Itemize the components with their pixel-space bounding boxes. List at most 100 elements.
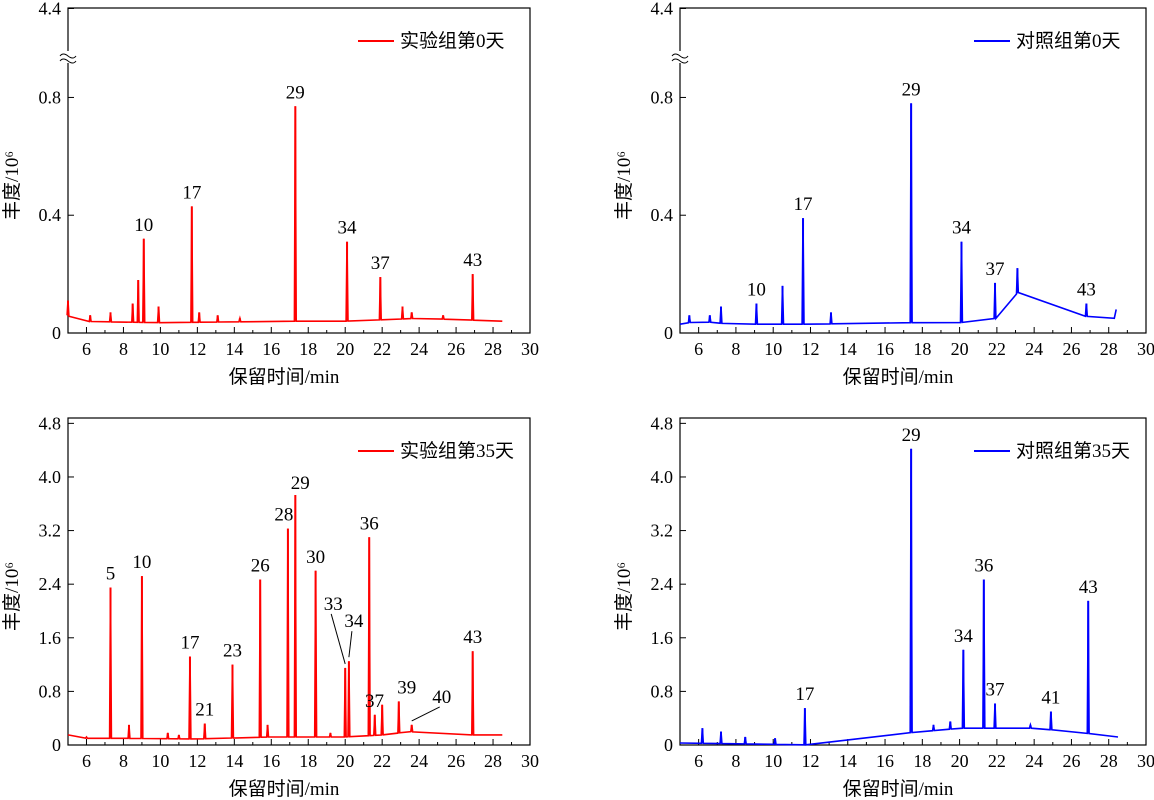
peak-label: 17 — [182, 182, 201, 203]
plot-frame — [67, 417, 531, 746]
x-tick-label: 30 — [521, 751, 539, 771]
peak-label: 23 — [223, 641, 242, 662]
x-tick-label: 22 — [988, 339, 1006, 359]
peak-label: 36 — [360, 513, 379, 534]
x-tick-label: 24 — [410, 339, 428, 359]
y-tick-label: 0 — [664, 323, 673, 343]
peak-label: 30 — [306, 547, 325, 568]
y-tick-label: 3.2 — [39, 521, 62, 541]
x-tick-label: 6 — [82, 751, 91, 771]
x-axis-label: 保留时间/min — [229, 778, 340, 800]
peak-label: 17 — [794, 194, 813, 215]
peak-label-leader — [348, 631, 353, 658]
x-tick-label: 20 — [951, 751, 969, 771]
peak-label: 10 — [132, 552, 151, 573]
peak-label: 10 — [134, 215, 153, 236]
x-tick-label: 18 — [913, 751, 931, 771]
y-axis-label: 丰度/10⁶ — [1, 151, 23, 220]
peak-label: 29 — [902, 79, 921, 100]
x-axis-label: 保留时间/min — [843, 778, 954, 800]
x-tick-label: 20 — [336, 339, 354, 359]
peak-label: 40 — [432, 687, 451, 708]
x-tick-label: 28 — [484, 339, 502, 359]
x-tick-label: 26 — [1062, 339, 1080, 359]
axis-break-icon — [59, 53, 77, 64]
x-tick-label: 10 — [151, 339, 169, 359]
y-tick-label: 4.0 — [651, 467, 674, 487]
x-tick-label: 26 — [447, 339, 465, 359]
peak-label: 37 — [986, 679, 1005, 700]
x-tick-label: 24 — [1025, 339, 1043, 359]
x-tick-label: 16 — [876, 339, 894, 359]
peak-label: 34 — [952, 218, 972, 239]
legend-label: 实验组第0天 — [400, 30, 505, 52]
y-tick-label: 0 — [52, 735, 61, 755]
peak-label: 34 — [954, 626, 974, 647]
y-tick-label: 2.4 — [39, 574, 62, 594]
x-tick-label: 18 — [299, 339, 317, 359]
y-tick-label: 0 — [52, 323, 61, 343]
peak-label: 5 — [106, 564, 116, 585]
x-tick-label: 6 — [694, 751, 703, 771]
x-tick-label: 12 — [801, 751, 819, 771]
peak-label: 43 — [463, 627, 482, 648]
peak-label: 26 — [251, 555, 270, 576]
y-tick-label: 4.0 — [39, 467, 62, 487]
x-tick-label: 14 — [225, 339, 243, 359]
x-tick-label: 30 — [521, 339, 539, 359]
x-tick-label: 10 — [764, 751, 782, 771]
legend-label: 对照组第0天 — [1016, 30, 1121, 52]
plot-frame — [679, 417, 1147, 746]
axis-break-mask — [63, 51, 73, 63]
y-axis-label: 丰度/10⁶ — [613, 562, 635, 631]
peak-label: 17 — [795, 684, 814, 705]
x-tick-label: 24 — [1025, 751, 1043, 771]
x-tick-label: 12 — [188, 339, 206, 359]
peak-label: 34 — [344, 611, 364, 632]
x-tick-label: 22 — [373, 339, 391, 359]
chart-panel-bottom-left: 6 8 10 12 14 16 18 20 22 24 26 28 30 保留时间/min 0 0.8 1.6 2… — [1, 413, 539, 800]
x-tick-label: 10 — [764, 339, 782, 359]
x-tick-label: 14 — [839, 339, 857, 359]
x-tick-label: 12 — [801, 339, 819, 359]
peak-label: 39 — [397, 677, 416, 698]
y-tick-label: 0.4 — [39, 205, 62, 225]
peak-label: 37 — [365, 691, 384, 712]
x-tick-label: 22 — [373, 751, 391, 771]
x-tick-label: 8 — [731, 751, 740, 771]
y-tick-label: 2.4 — [651, 574, 674, 594]
y-tick-label: 3.2 — [651, 521, 674, 541]
x-tick-label: 20 — [336, 751, 354, 771]
x-axis-label: 保留时间/min — [229, 366, 340, 388]
x-tick-label: 18 — [913, 339, 931, 359]
x-tick-label: 30 — [1137, 751, 1154, 771]
y-tick-label: 4.8 — [39, 413, 62, 433]
x-tick-label: 16 — [262, 339, 280, 359]
peak-label-leader — [330, 613, 346, 665]
y-tick-label: 4.4 — [39, 0, 62, 19]
x-tick-label: 12 — [188, 751, 206, 771]
plot-frame — [67, 7, 531, 334]
x-tick-label: 26 — [447, 751, 465, 771]
legend-label: 对照组第35天 — [1016, 440, 1130, 462]
axis-break-mask — [675, 51, 685, 63]
peak-label: 29 — [291, 473, 310, 494]
y-tick-label: 4.4 — [651, 0, 674, 19]
x-tick-label: 6 — [82, 339, 91, 359]
x-tick-label: 14 — [225, 751, 243, 771]
y-axis-label: 丰度/10⁶ — [1, 562, 23, 631]
x-tick-label: 10 — [151, 751, 169, 771]
y-tick-label: 1.6 — [39, 628, 62, 648]
y-tick-label: 4.8 — [651, 413, 674, 433]
y-tick-label: 0.8 — [39, 681, 62, 701]
peak-label: 34 — [338, 218, 358, 239]
plot-frame — [679, 7, 1147, 334]
x-tick-label: 26 — [1062, 751, 1080, 771]
x-tick-label: 20 — [951, 339, 969, 359]
chart-panel-bottom-right: 6 8 10 12 14 16 18 20 22 24 26 28 30 保留时间/min 0 0.8 1.6 2… — [613, 413, 1154, 800]
peak-label: 33 — [324, 594, 343, 615]
peak-label: 28 — [274, 505, 293, 526]
y-tick-label: 0 — [664, 735, 673, 755]
peak-label: 43 — [1077, 280, 1096, 301]
